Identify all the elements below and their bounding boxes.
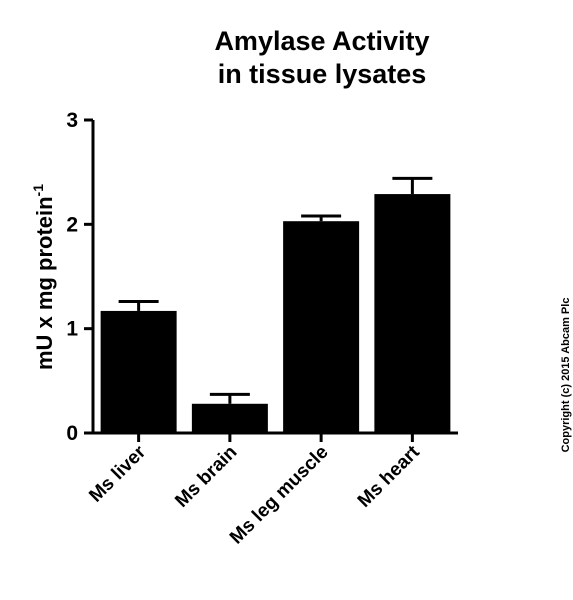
- chart-title-line-2: in tissue lysates: [218, 59, 427, 89]
- y-axis-label: mU x mg protein-1: [30, 184, 57, 370]
- chart-title-line-1: Amylase Activity: [214, 26, 429, 56]
- bar: [100, 310, 177, 433]
- x-tick-label: Ms brain: [171, 442, 241, 512]
- bar: [283, 221, 360, 433]
- copyright-notice: Copyright (c) 2015 Abcam Plc: [560, 298, 572, 453]
- bar: [374, 194, 451, 433]
- bar: [191, 403, 268, 433]
- y-ticks: 0 1 2 3: [66, 109, 93, 445]
- x-tick-label: Ms liver: [85, 441, 150, 506]
- y-axis-label-text: mU x mg protein: [32, 196, 57, 370]
- y-tick-label: 1: [66, 318, 78, 341]
- y-tick-label: 0: [66, 422, 78, 445]
- y-axis-label-superscript: -1: [30, 184, 46, 197]
- x-tick-label: Ms leg muscle: [226, 442, 333, 549]
- x-tick-label: Ms heart: [354, 441, 425, 512]
- y-tick-label: 2: [66, 213, 78, 236]
- y-tick-label: 3: [66, 109, 78, 132]
